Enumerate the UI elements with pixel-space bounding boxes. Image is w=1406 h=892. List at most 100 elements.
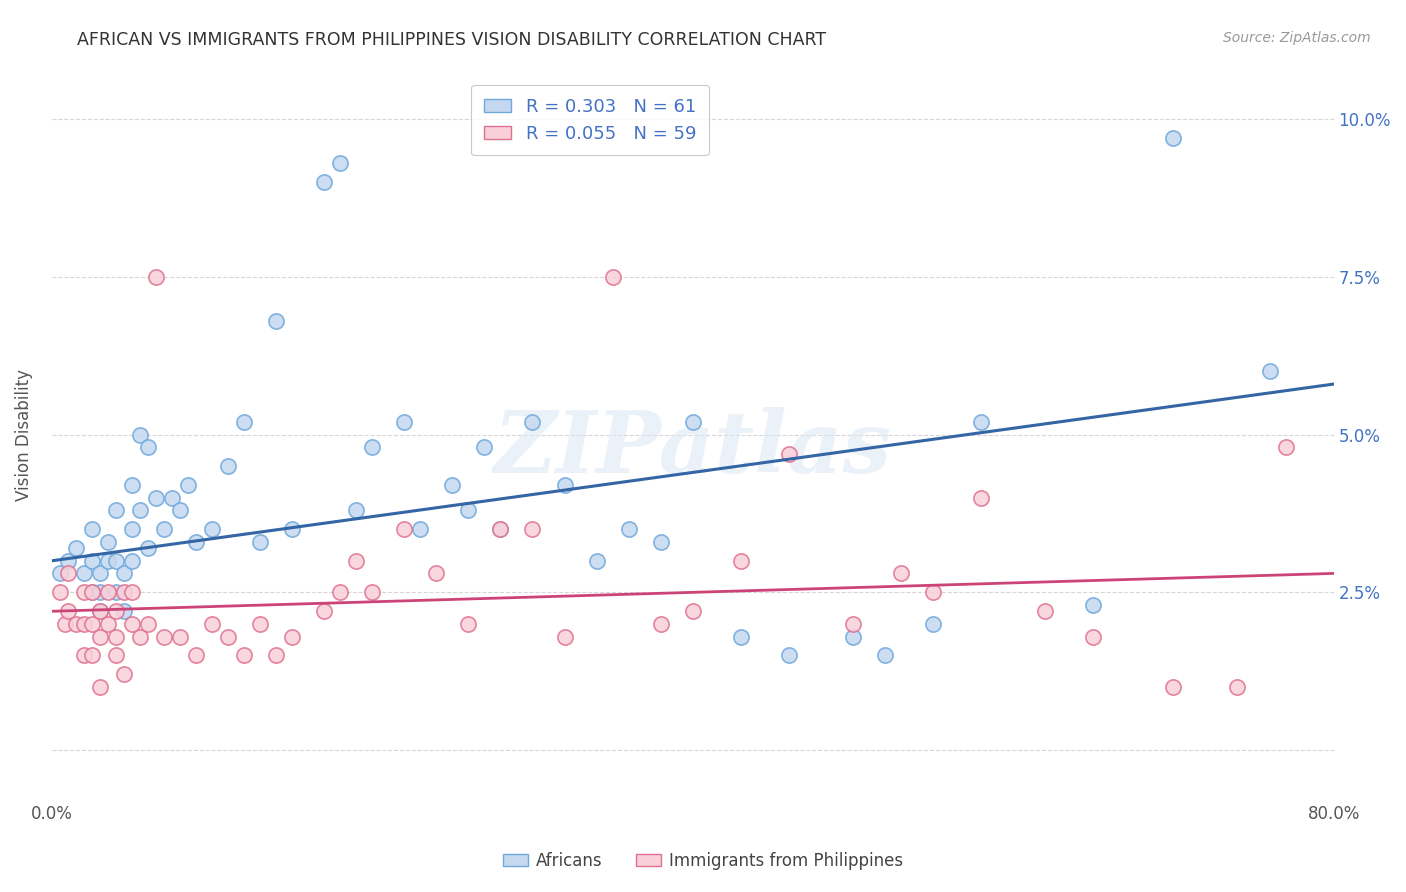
Point — [128, 630, 150, 644]
Point — [104, 604, 127, 618]
Point — [1083, 598, 1105, 612]
Point — [1226, 680, 1249, 694]
Point — [441, 478, 464, 492]
Point — [394, 415, 416, 429]
Point — [49, 585, 72, 599]
Point — [682, 415, 704, 429]
Point — [65, 541, 87, 556]
Point — [682, 604, 704, 618]
Point — [1033, 604, 1056, 618]
Point — [89, 630, 111, 644]
Point — [730, 554, 752, 568]
Point — [184, 648, 207, 663]
Point — [585, 554, 607, 568]
Point — [522, 415, 544, 429]
Point — [104, 648, 127, 663]
Point — [128, 427, 150, 442]
Point — [121, 478, 143, 492]
Point — [112, 604, 135, 618]
Point — [121, 585, 143, 599]
Point — [553, 478, 575, 492]
Point — [65, 616, 87, 631]
Point — [344, 503, 367, 517]
Point — [1258, 364, 1281, 378]
Point — [970, 491, 993, 505]
Point — [409, 522, 432, 536]
Point — [249, 616, 271, 631]
Point — [1163, 680, 1185, 694]
Point — [56, 554, 79, 568]
Text: AFRICAN VS IMMIGRANTS FROM PHILIPPINES VISION DISABILITY CORRELATION CHART: AFRICAN VS IMMIGRANTS FROM PHILIPPINES V… — [77, 31, 827, 49]
Point — [329, 156, 352, 170]
Point — [136, 541, 159, 556]
Point — [314, 175, 336, 189]
Point — [97, 616, 120, 631]
Point — [617, 522, 640, 536]
Point — [153, 630, 176, 644]
Point — [80, 585, 103, 599]
Point — [89, 604, 111, 618]
Point — [121, 522, 143, 536]
Point — [650, 534, 672, 549]
Point — [89, 604, 111, 618]
Point — [457, 616, 479, 631]
Point — [73, 648, 96, 663]
Point — [281, 522, 304, 536]
Point — [344, 554, 367, 568]
Point — [394, 522, 416, 536]
Point — [112, 585, 135, 599]
Point — [89, 680, 111, 694]
Point — [97, 554, 120, 568]
Point — [104, 503, 127, 517]
Point — [922, 585, 945, 599]
Point — [457, 503, 479, 517]
Point — [136, 440, 159, 454]
Text: Source: ZipAtlas.com: Source: ZipAtlas.com — [1223, 31, 1371, 45]
Point — [80, 554, 103, 568]
Point — [890, 566, 912, 581]
Point — [160, 491, 183, 505]
Point — [73, 566, 96, 581]
Point — [121, 616, 143, 631]
Point — [553, 630, 575, 644]
Point — [112, 566, 135, 581]
Point — [217, 459, 239, 474]
Point — [281, 630, 304, 644]
Point — [602, 269, 624, 284]
Point — [121, 554, 143, 568]
Point — [233, 648, 256, 663]
Point — [73, 616, 96, 631]
Point — [249, 534, 271, 549]
Point — [778, 648, 800, 663]
Point — [53, 616, 76, 631]
Point — [169, 630, 191, 644]
Point — [264, 648, 287, 663]
Point — [1163, 131, 1185, 145]
Point — [489, 522, 512, 536]
Point — [104, 630, 127, 644]
Point — [264, 314, 287, 328]
Point — [153, 522, 176, 536]
Point — [97, 585, 120, 599]
Point — [104, 585, 127, 599]
Point — [49, 566, 72, 581]
Point — [217, 630, 239, 644]
Point — [922, 616, 945, 631]
Point — [873, 648, 896, 663]
Point — [425, 566, 447, 581]
Point — [80, 522, 103, 536]
Y-axis label: Vision Disability: Vision Disability — [15, 368, 32, 500]
Point — [89, 585, 111, 599]
Text: ZIPatlas: ZIPatlas — [494, 408, 891, 491]
Point — [201, 522, 224, 536]
Point — [778, 446, 800, 460]
Point — [184, 534, 207, 549]
Point — [842, 616, 865, 631]
Point — [314, 604, 336, 618]
Point — [80, 585, 103, 599]
Point — [177, 478, 200, 492]
Point — [145, 491, 167, 505]
Point — [136, 616, 159, 631]
Point — [89, 566, 111, 581]
Point — [361, 440, 384, 454]
